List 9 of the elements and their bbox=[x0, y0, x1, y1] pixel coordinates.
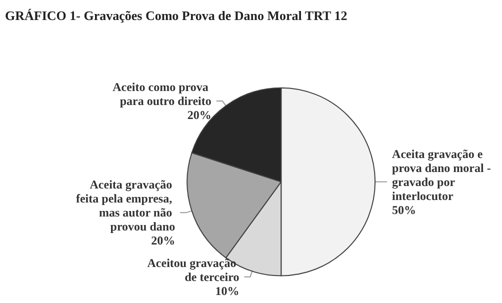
slice-label: Aceita gravação e prova dano moral - gravado por interlocutor bbox=[392, 146, 494, 203]
slice-label: Aceita gravação feita pela empresa, mas autor não provou dano bbox=[76, 178, 176, 234]
data-label: 50% bbox=[392, 202, 416, 217]
data-label: 10% bbox=[215, 284, 240, 298]
data-label: 20% bbox=[151, 234, 176, 248]
slice-label: Aceito como prova para outro direito bbox=[112, 80, 212, 108]
slice-label: Aceitou gravação de terceiro bbox=[147, 256, 240, 284]
chart-title: GRÁFICO 1- Gravações Como Prova de Dano Moral TRT 12 bbox=[5, 8, 348, 23]
data-label: 20% bbox=[187, 108, 212, 122]
